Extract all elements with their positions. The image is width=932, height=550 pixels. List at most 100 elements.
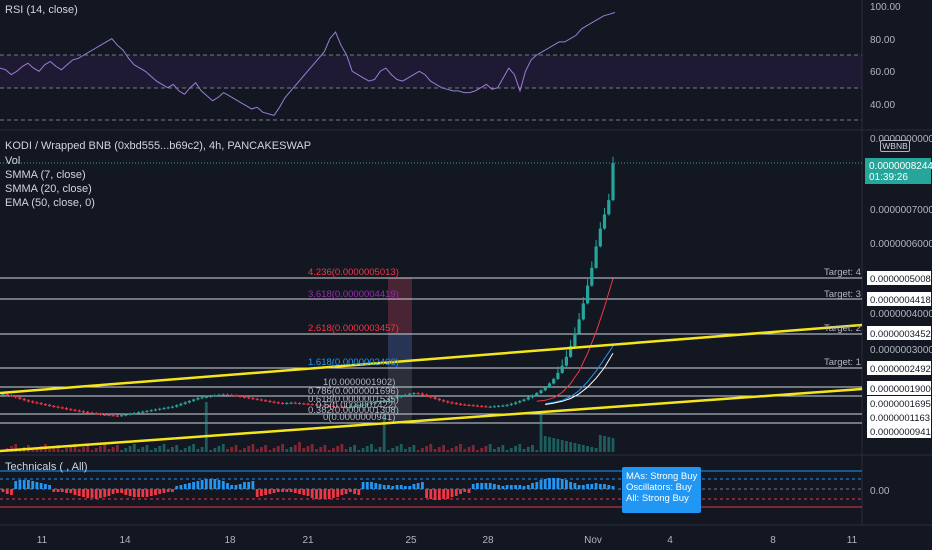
candle-body — [115, 415, 119, 417]
candle-body — [221, 394, 225, 396]
tech-bar-sell — [107, 489, 111, 496]
candles — [1, 156, 615, 417]
tech-bar-buy — [535, 482, 539, 489]
tech-bar-sell — [149, 489, 153, 496]
legend-vol[interactable]: Vol — [5, 155, 21, 167]
volume-bar — [522, 449, 526, 452]
tech-bar-sell — [264, 489, 267, 495]
tech-bar-sell — [272, 489, 276, 493]
candle-body — [276, 402, 280, 404]
chart-title[interactable]: KODI / Wrapped BNB (0xbd555...b69c2), 4h… — [5, 140, 312, 152]
candle-body — [14, 396, 18, 398]
candle-body — [340, 406, 344, 408]
legend-smma7[interactable]: SMMA (7, close) — [5, 169, 86, 181]
rsi-tick: 60.00 — [870, 67, 895, 78]
tech-bar-sell — [103, 489, 107, 497]
volume-bar — [31, 450, 35, 452]
candle-body — [344, 407, 348, 408]
candle-body — [594, 246, 598, 268]
volume-bar — [594, 448, 598, 452]
volume-bar — [332, 448, 335, 452]
candle-body — [149, 410, 153, 412]
volume-bar — [238, 450, 242, 452]
candle-body — [361, 404, 365, 406]
tech-bar-sell — [315, 489, 318, 499]
candle-body — [183, 402, 187, 404]
upper-trendline[interactable] — [0, 323, 863, 395]
tech-bar-buy — [361, 482, 365, 489]
volume-bar — [293, 445, 297, 452]
price-tick: 0.0000000000 — [870, 134, 932, 145]
tech-bar-buy — [179, 485, 183, 489]
tech-bar-buy — [204, 479, 208, 489]
lower-trendline[interactable] — [0, 387, 863, 453]
candle-body — [64, 408, 69, 410]
volume-bar — [361, 448, 365, 452]
candle-body — [560, 365, 564, 373]
tech-bar-buy — [382, 485, 386, 489]
tech-bar-buy — [560, 479, 564, 489]
volume-bar — [459, 444, 462, 452]
tech-bar-sell — [137, 489, 140, 497]
tech-bar-buy — [539, 480, 543, 489]
volume-bar — [149, 450, 153, 452]
legend-smma20[interactable]: SMMA (20, close) — [5, 183, 92, 195]
candle-body — [272, 401, 276, 403]
volume-bar — [425, 446, 428, 452]
candle-body — [429, 396, 433, 398]
rsi-tick: 40.00 — [870, 100, 895, 111]
volume-bar — [272, 448, 276, 452]
tech-bar-sell — [268, 489, 272, 494]
tech-bar-buy — [522, 486, 526, 489]
candle-body — [43, 404, 47, 406]
candle-body — [416, 393, 420, 395]
candle-body — [408, 393, 412, 395]
volume-bar — [344, 449, 348, 452]
tech-bar-sell — [145, 489, 149, 497]
volume-bar — [357, 450, 361, 452]
volume-bar — [298, 442, 301, 452]
legend-ema50[interactable]: EMA (50, close, 0) — [5, 197, 95, 209]
volume-bar — [183, 448, 187, 452]
rsi-title[interactable]: RSI (14, close) — [5, 4, 78, 16]
tech-bar-buy — [543, 479, 547, 489]
rsi-line — [0, 12, 616, 116]
candle-body — [230, 394, 234, 396]
volume-bar — [281, 444, 284, 452]
currency-badge[interactable]: WBNB — [880, 140, 910, 152]
candle-body — [403, 394, 407, 396]
tech-bar-sell — [77, 489, 81, 496]
volume-bar — [573, 443, 577, 452]
tech-bar-buy — [569, 482, 572, 489]
candle-body — [48, 404, 52, 406]
candle-body — [22, 398, 26, 401]
volume-bar — [539, 414, 543, 452]
candle-body — [137, 412, 141, 414]
tech-bar-buy — [395, 485, 399, 489]
candle-body — [18, 397, 22, 399]
volume-bar — [476, 450, 479, 452]
candle-body — [607, 200, 611, 215]
volume-bar — [52, 447, 56, 452]
price-tick: 0.0000003000 — [870, 345, 932, 356]
tech-bar-sell — [260, 489, 263, 496]
candle-body — [162, 408, 166, 410]
candle-body — [586, 285, 590, 304]
volume-bar — [429, 444, 433, 452]
volume-bar — [103, 444, 107, 452]
rating-all: All: Strong Buy — [626, 493, 689, 504]
tech-bar-buy — [175, 486, 179, 489]
volume-bar — [365, 446, 369, 452]
volume-bar — [590, 447, 594, 452]
candle-body — [467, 404, 471, 406]
technicals-title[interactable]: Technicals ( , All) — [5, 461, 88, 473]
fib-label: 4.236(0.0000005013) — [308, 267, 399, 278]
candle-body — [120, 415, 124, 417]
tech-bar-sell — [1, 489, 5, 492]
volume-bar — [251, 444, 255, 452]
volume-bar — [437, 447, 441, 452]
candle-body — [86, 412, 90, 413]
tech-bar-buy — [565, 480, 568, 489]
volume-bar — [433, 449, 437, 452]
